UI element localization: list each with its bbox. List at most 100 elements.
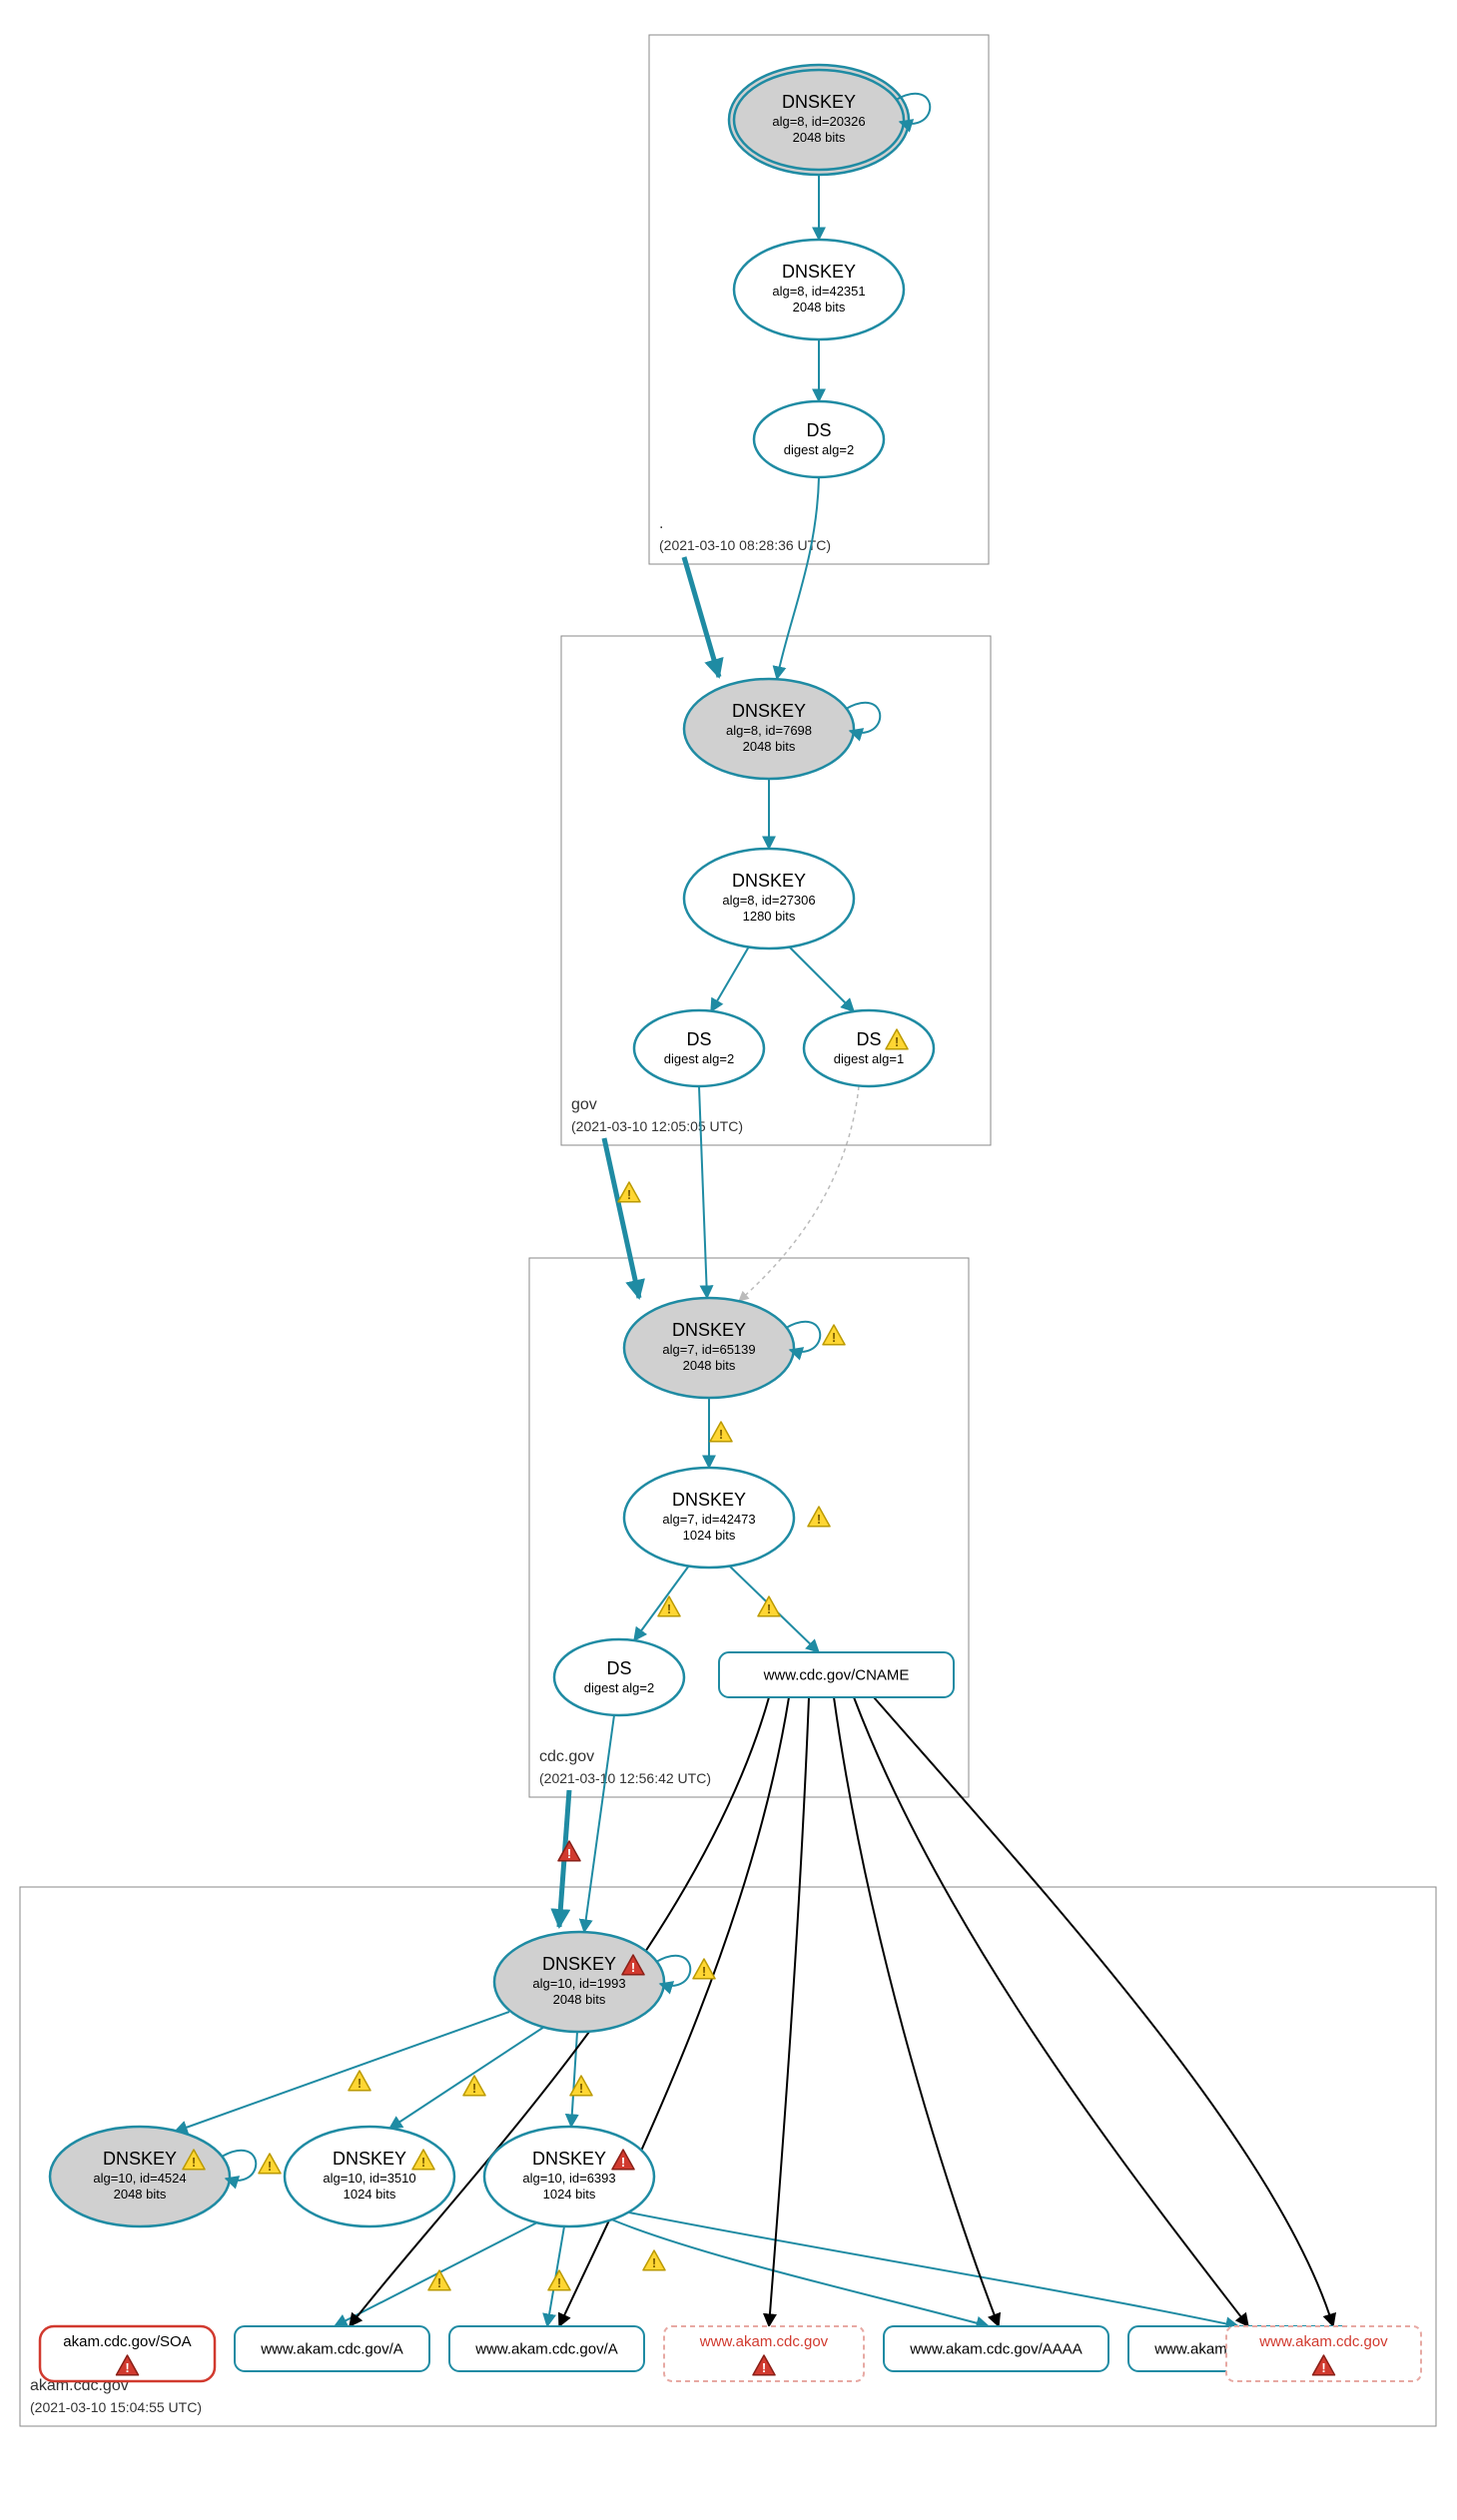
rect-label: www.akam.cdc.gov/AAAA xyxy=(909,2341,1083,2358)
edge xyxy=(711,946,749,1011)
node-line2: digest alg=2 xyxy=(664,1051,734,1066)
node-n10: DSdigest alg=2 xyxy=(554,1639,684,1715)
node-line2: alg=10, id=3510 xyxy=(323,2171,415,2186)
node-r3: www.akam.cdc.gov/A xyxy=(449,2326,644,2371)
node-line2: alg=8, id=27306 xyxy=(722,893,815,908)
zone-timestamp: (2021-03-10 12:05:05 UTC) xyxy=(571,1118,743,1134)
svg-text:!: ! xyxy=(627,1187,631,1202)
node-title: DS xyxy=(686,1029,711,1049)
svg-text:!: ! xyxy=(421,2155,425,2170)
edge xyxy=(854,1697,1248,2326)
svg-text:!: ! xyxy=(579,2081,583,2096)
svg-text:!: ! xyxy=(567,1846,571,1861)
edge xyxy=(604,1138,639,1298)
node-r4: www.akam.cdc.gov! xyxy=(664,2326,864,2381)
svg-text:!: ! xyxy=(192,2155,196,2170)
svg-text:!: ! xyxy=(358,2076,362,2091)
node-title: DNSKEY xyxy=(672,1320,746,1340)
edge xyxy=(175,2012,509,2132)
edge xyxy=(789,946,854,1011)
rect-label: www.akam.cdc.gov xyxy=(699,2333,829,2350)
node-line2: alg=10, id=4524 xyxy=(93,2171,186,2186)
node-title: DS xyxy=(856,1029,881,1049)
node-n13: DNSKEY alg=10, id=45242048 bits!! xyxy=(50,2127,281,2226)
node-r2: www.akam.cdc.gov/A xyxy=(235,2326,429,2371)
node-title: DS xyxy=(606,1658,631,1678)
edge xyxy=(389,2027,544,2129)
zone-label: . xyxy=(659,515,663,532)
node-title: DNSKEY xyxy=(732,701,806,721)
node-line3: 1280 bits xyxy=(743,909,796,924)
node-n1: DNSKEY alg=8, id=203262048 bits xyxy=(729,65,930,175)
edge xyxy=(684,557,719,677)
edge xyxy=(571,2032,577,2127)
node-r1: akam.cdc.gov/SOA! xyxy=(40,2326,215,2381)
svg-text:!: ! xyxy=(621,2155,625,2170)
node-line2: alg=8, id=7698 xyxy=(726,723,812,738)
node-n8: DNSKEYalg=7, id=651392048 bits! xyxy=(624,1298,845,1398)
node-n14: DNSKEY alg=10, id=35101024 bits! xyxy=(285,2127,454,2226)
rect-label: www.cdc.gov/CNAME xyxy=(763,1667,910,1684)
node-n6: DS digest alg=2 xyxy=(634,1010,764,1086)
node-line3: 1024 bits xyxy=(344,2187,396,2202)
node-line2: alg=10, id=6393 xyxy=(522,2171,615,2186)
svg-text:!: ! xyxy=(817,1512,821,1527)
node-n7: DS digest alg=1! xyxy=(804,1010,934,1086)
node-line3: 2048 bits xyxy=(743,739,796,754)
svg-text:!: ! xyxy=(762,2360,766,2375)
node-title: DNSKEY xyxy=(782,262,856,282)
node-title: DNSKEY xyxy=(103,2149,177,2169)
edge xyxy=(777,477,819,679)
edge xyxy=(609,2218,989,2326)
node-r7: www.akam.cdc.gov! xyxy=(1226,2326,1421,2381)
node-line3: 2048 bits xyxy=(793,130,846,145)
svg-text:!: ! xyxy=(719,1427,723,1442)
edge xyxy=(634,1566,689,1640)
node-n2: DNSKEY alg=8, id=423512048 bits xyxy=(734,240,904,339)
svg-text:!: ! xyxy=(702,1964,706,1979)
node-title: DNSKEY xyxy=(732,871,806,891)
node-line3: 2048 bits xyxy=(683,1358,736,1373)
svg-text:!: ! xyxy=(472,2081,476,2096)
node-n9: DNSKEY alg=7, id=424731024 bits! xyxy=(624,1468,830,1568)
svg-text:!: ! xyxy=(631,1960,635,1975)
node-line2: alg=8, id=42351 xyxy=(772,284,865,299)
node-line2: digest alg=1 xyxy=(834,1051,904,1066)
dnssec-diagram: .(2021-03-10 08:28:36 UTC)gov(2021-03-10… xyxy=(0,0,1457,2520)
node-line2: alg=7, id=65139 xyxy=(662,1342,755,1357)
zone-timestamp: (2021-03-10 12:56:42 UTC) xyxy=(539,1770,711,1786)
rect-label: akam.cdc.gov/SOA xyxy=(63,2333,191,2350)
node-n15: DNSKEY alg=10, id=63931024 bits! xyxy=(484,2127,654,2226)
node-line2: digest alg=2 xyxy=(784,442,854,457)
node-title: DNSKEY xyxy=(542,1954,616,1974)
node-n12: DNSKEY alg=10, id=19932048 bits!! xyxy=(494,1932,715,2032)
node-line3: 2048 bits xyxy=(553,1992,606,2007)
zone-timestamp: (2021-03-10 08:28:36 UTC) xyxy=(659,537,831,553)
node-line3: 1024 bits xyxy=(683,1528,736,1543)
svg-text:!: ! xyxy=(268,2159,272,2174)
node-title: DNSKEY xyxy=(532,2149,606,2169)
node-n11: www.cdc.gov/CNAME xyxy=(719,1652,954,1697)
node-n5: DNSKEY alg=8, id=273061280 bits xyxy=(684,849,854,948)
edge xyxy=(834,1697,999,2326)
svg-text:!: ! xyxy=(437,2275,441,2290)
node-line3: 1024 bits xyxy=(543,2187,596,2202)
node-title: DNSKEY xyxy=(672,1490,746,1510)
node-title: DNSKEY xyxy=(333,2149,406,2169)
svg-text:!: ! xyxy=(557,2275,561,2290)
node-line2: alg=10, id=1993 xyxy=(532,1976,625,1991)
svg-text:!: ! xyxy=(767,1601,771,1616)
node-line3: 2048 bits xyxy=(114,2187,167,2202)
node-line3: 2048 bits xyxy=(793,300,846,315)
rect-label: www.akam.cdc.gov/A xyxy=(260,2341,403,2358)
node-line2: alg=8, id=20326 xyxy=(772,114,865,129)
node-r5: www.akam.cdc.gov/AAAA xyxy=(884,2326,1108,2371)
svg-text:!: ! xyxy=(652,2255,656,2270)
edge xyxy=(874,1697,1333,2326)
node-title: DNSKEY xyxy=(782,92,856,112)
svg-text:!: ! xyxy=(895,1034,899,1049)
rect-label: www.akam.cdc.gov xyxy=(1258,2333,1388,2350)
node-line2: alg=7, id=42473 xyxy=(662,1512,755,1527)
zone-timestamp: (2021-03-10 15:04:55 UTC) xyxy=(30,2399,202,2415)
svg-text:!: ! xyxy=(667,1601,671,1616)
